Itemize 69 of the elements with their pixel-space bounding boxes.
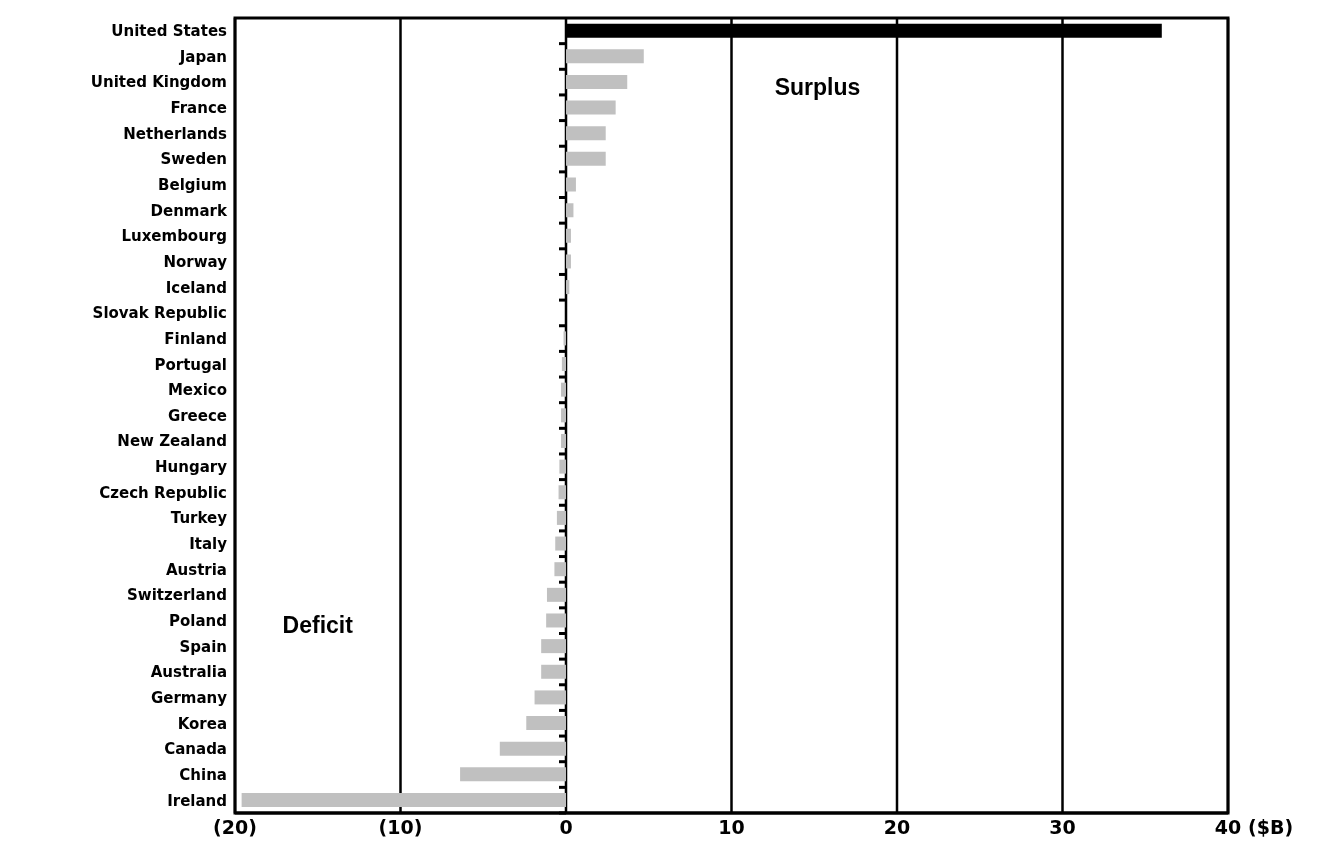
y-tick-label: Korea bbox=[177, 714, 227, 733]
x-tick-label: (20) bbox=[213, 816, 257, 839]
x-axis-title: ($B) bbox=[1248, 816, 1294, 838]
bar bbox=[541, 664, 566, 679]
y-tick-label: Germany bbox=[150, 688, 228, 707]
bar bbox=[499, 741, 566, 756]
bar bbox=[559, 459, 566, 474]
annotation: Surplus bbox=[774, 73, 861, 100]
bar bbox=[566, 280, 570, 295]
bar bbox=[460, 767, 566, 782]
bar bbox=[241, 793, 566, 807]
bar bbox=[566, 151, 606, 166]
x-tick-label: 10 bbox=[718, 816, 745, 839]
y-tick-label: Belgium bbox=[158, 176, 227, 195]
y-tick-label: Norway bbox=[163, 252, 228, 271]
y-tick-label: Italy bbox=[189, 535, 228, 554]
x-tick-label: 20 bbox=[883, 816, 911, 839]
annotation: Deficit bbox=[282, 612, 354, 639]
y-tick-label: Turkey bbox=[170, 509, 228, 528]
x-tick-label: 40 bbox=[1214, 816, 1242, 839]
y-tick-label: Spain bbox=[179, 637, 227, 656]
bar bbox=[566, 203, 574, 218]
y-tick-label: Ireland bbox=[167, 791, 227, 810]
bar bbox=[534, 690, 566, 705]
y-tick-label: New Zealand bbox=[117, 432, 227, 451]
bar bbox=[546, 613, 566, 628]
y-tick-label: Hungary bbox=[155, 458, 228, 477]
bar bbox=[566, 49, 644, 64]
x-tick-label: 30 bbox=[1049, 816, 1076, 839]
y-tick-label: Czech Republic bbox=[99, 483, 227, 502]
bar bbox=[561, 357, 566, 372]
bar bbox=[555, 536, 566, 551]
x-tick-label: (10) bbox=[378, 816, 423, 839]
x-tick-label: 0 bbox=[559, 816, 573, 839]
bar bbox=[566, 228, 571, 243]
y-tick-label: Slovak Republic bbox=[92, 304, 227, 323]
y-tick-label: Poland bbox=[169, 611, 227, 630]
y-tick-label: Switzerland bbox=[127, 586, 227, 605]
bar bbox=[554, 562, 566, 577]
bar bbox=[566, 254, 571, 269]
y-tick-label: Netherlands bbox=[123, 124, 228, 143]
y-tick-label: United States bbox=[111, 22, 228, 41]
y-tick-label: Canada bbox=[164, 740, 227, 759]
bar bbox=[546, 587, 566, 602]
bar bbox=[566, 100, 616, 115]
y-tick-label: China bbox=[179, 765, 227, 784]
y-tick-label: Japan bbox=[178, 47, 227, 66]
y-tick-label: Portugal bbox=[154, 355, 227, 374]
bar bbox=[561, 382, 566, 397]
bar bbox=[556, 510, 566, 525]
bar bbox=[541, 639, 566, 654]
bar bbox=[561, 433, 566, 448]
bar bbox=[566, 126, 606, 141]
y-tick-label: Denmark bbox=[150, 201, 229, 220]
y-tick-label: United Kingdom bbox=[90, 73, 227, 92]
y-tick-label: Greece bbox=[167, 406, 227, 425]
y-tick-label: Mexico bbox=[167, 381, 227, 400]
bar bbox=[566, 74, 628, 89]
y-tick-label: Finland bbox=[164, 329, 227, 348]
y-tick-label: Iceland bbox=[165, 278, 227, 297]
y-tick-label: France bbox=[170, 99, 227, 118]
y-tick-label: Luxembourg bbox=[121, 227, 227, 246]
bar bbox=[561, 408, 566, 423]
y-tick-label: Australia bbox=[150, 663, 227, 682]
y-tick-label: Sweden bbox=[160, 150, 227, 169]
y-tick-label: Austria bbox=[165, 560, 227, 579]
bar bbox=[526, 716, 566, 731]
bar bbox=[558, 485, 566, 500]
bar bbox=[566, 177, 576, 192]
